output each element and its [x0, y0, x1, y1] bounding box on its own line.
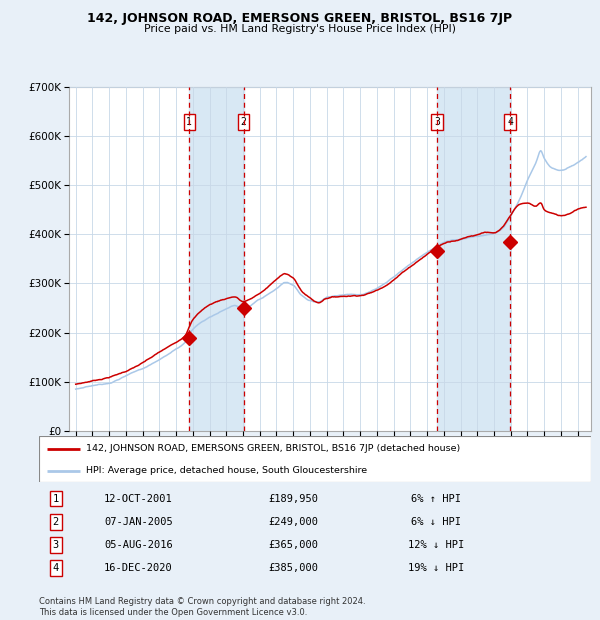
Text: 6% ↓ HPI: 6% ↓ HPI [412, 516, 461, 526]
Text: 19% ↓ HPI: 19% ↓ HPI [409, 563, 464, 573]
Text: 07-JAN-2005: 07-JAN-2005 [104, 516, 173, 526]
Text: 1: 1 [52, 494, 59, 503]
Text: £249,000: £249,000 [268, 516, 318, 526]
Text: 12-OCT-2001: 12-OCT-2001 [104, 494, 173, 503]
Text: 16-DEC-2020: 16-DEC-2020 [104, 563, 173, 573]
Text: £365,000: £365,000 [268, 540, 318, 550]
Text: 3: 3 [434, 117, 440, 127]
Text: 6% ↑ HPI: 6% ↑ HPI [412, 494, 461, 503]
Text: 3: 3 [52, 540, 59, 550]
Text: 2: 2 [241, 117, 247, 127]
Bar [189, 87, 244, 431]
Text: 05-AUG-2016: 05-AUG-2016 [104, 540, 173, 550]
Text: Contains HM Land Registry data © Crown copyright and database right 2024.
This d: Contains HM Land Registry data © Crown c… [39, 598, 365, 617]
Text: 1: 1 [187, 117, 192, 127]
Text: £189,950: £189,950 [268, 494, 318, 503]
Text: Price paid vs. HM Land Registry's House Price Index (HPI): Price paid vs. HM Land Registry's House … [144, 24, 456, 33]
Bar [437, 87, 510, 431]
Text: 4: 4 [52, 563, 59, 573]
Text: 2: 2 [52, 516, 59, 526]
Text: HPI: Average price, detached house, South Gloucestershire: HPI: Average price, detached house, Sout… [86, 466, 367, 476]
Text: 142, JOHNSON ROAD, EMERSONS GREEN, BRISTOL, BS16 7JP (detached house): 142, JOHNSON ROAD, EMERSONS GREEN, BRIST… [86, 445, 460, 453]
Text: 12% ↓ HPI: 12% ↓ HPI [409, 540, 464, 550]
Text: £385,000: £385,000 [268, 563, 318, 573]
Text: 142, JOHNSON ROAD, EMERSONS GREEN, BRISTOL, BS16 7JP: 142, JOHNSON ROAD, EMERSONS GREEN, BRIST… [88, 12, 512, 25]
Text: 4: 4 [507, 117, 513, 127]
